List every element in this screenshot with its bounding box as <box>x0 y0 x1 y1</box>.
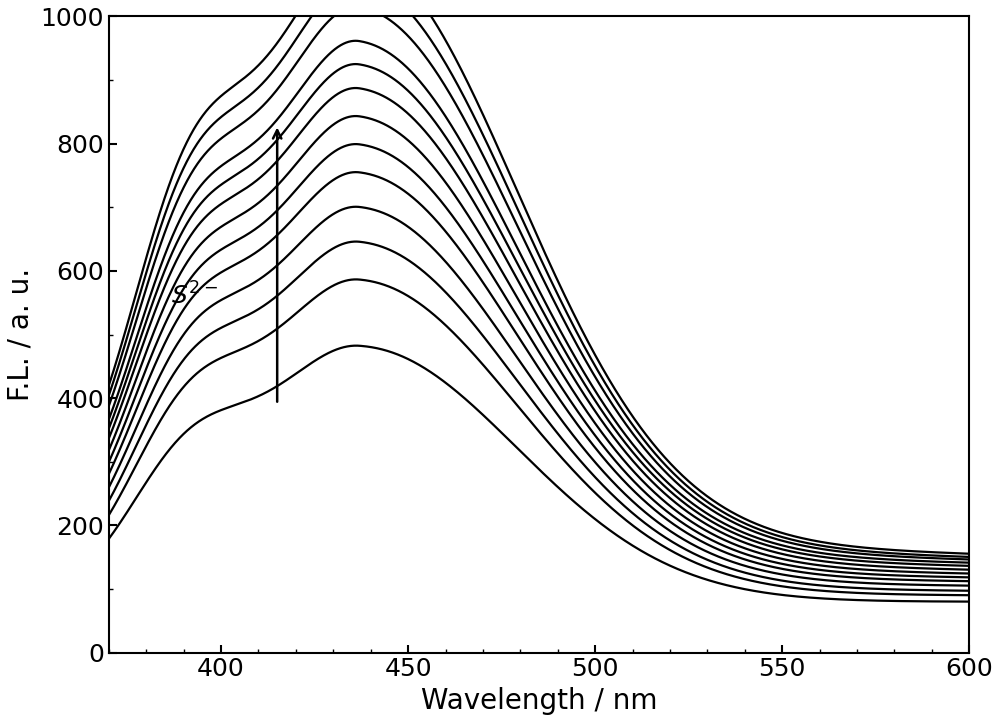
Text: $\mathit{S}^{2-}$: $\mathit{S}^{2-}$ <box>171 283 218 310</box>
X-axis label: Wavelength / nm: Wavelength / nm <box>421 687 657 715</box>
Y-axis label: F.L. / a. u.: F.L. / a. u. <box>7 268 35 401</box>
